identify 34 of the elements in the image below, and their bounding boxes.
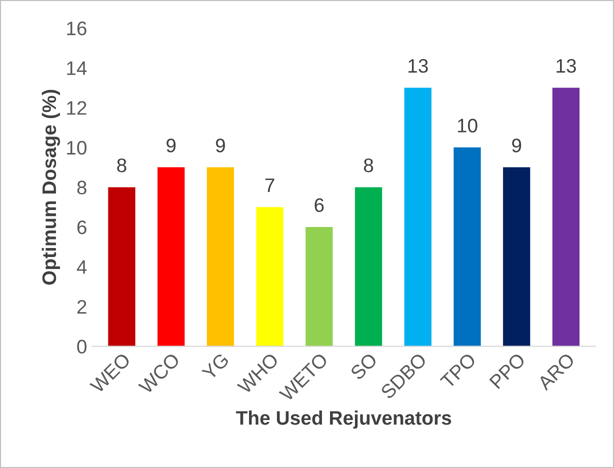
bar	[404, 88, 432, 346]
bar	[256, 207, 284, 346]
data-label: 8	[364, 158, 374, 172]
y-tick-label: 14	[67, 62, 87, 75]
bar	[306, 226, 333, 346]
data-label: 9	[512, 138, 522, 152]
x-tick-label: SO	[350, 352, 378, 381]
bar	[454, 147, 481, 346]
y-tick-label: 12	[67, 101, 86, 115]
x-axis-title: The Used Rejuvenators	[236, 410, 452, 429]
y-axis-title: Optimum Dosage (%)	[42, 90, 60, 285]
y-tick-label: 10	[67, 140, 86, 155]
bar	[503, 167, 530, 346]
y-tick-label: 6	[77, 220, 86, 234]
x-tick-label: YG	[201, 352, 230, 381]
y-tick-label: 0	[77, 340, 86, 354]
data-label: 10	[458, 118, 478, 132]
data-label: 13	[408, 59, 428, 73]
x-tick-label: TPO	[440, 352, 477, 390]
bar	[354, 187, 382, 346]
y-tick-label: 8	[77, 180, 86, 194]
data-label: 13	[556, 59, 576, 73]
y-tick-label: 4	[76, 260, 87, 274]
data-label: 7	[265, 178, 274, 192]
bar	[108, 187, 136, 346]
data-label: 6	[314, 198, 324, 212]
data-label: 9	[216, 138, 225, 152]
y-tick-label: 2	[77, 300, 86, 314]
data-label: 8	[117, 158, 126, 172]
data-label: 9	[166, 138, 176, 152]
bar	[158, 167, 185, 346]
bar	[552, 88, 580, 346]
y-tick-label: 16	[67, 22, 86, 36]
bar	[206, 167, 234, 346]
